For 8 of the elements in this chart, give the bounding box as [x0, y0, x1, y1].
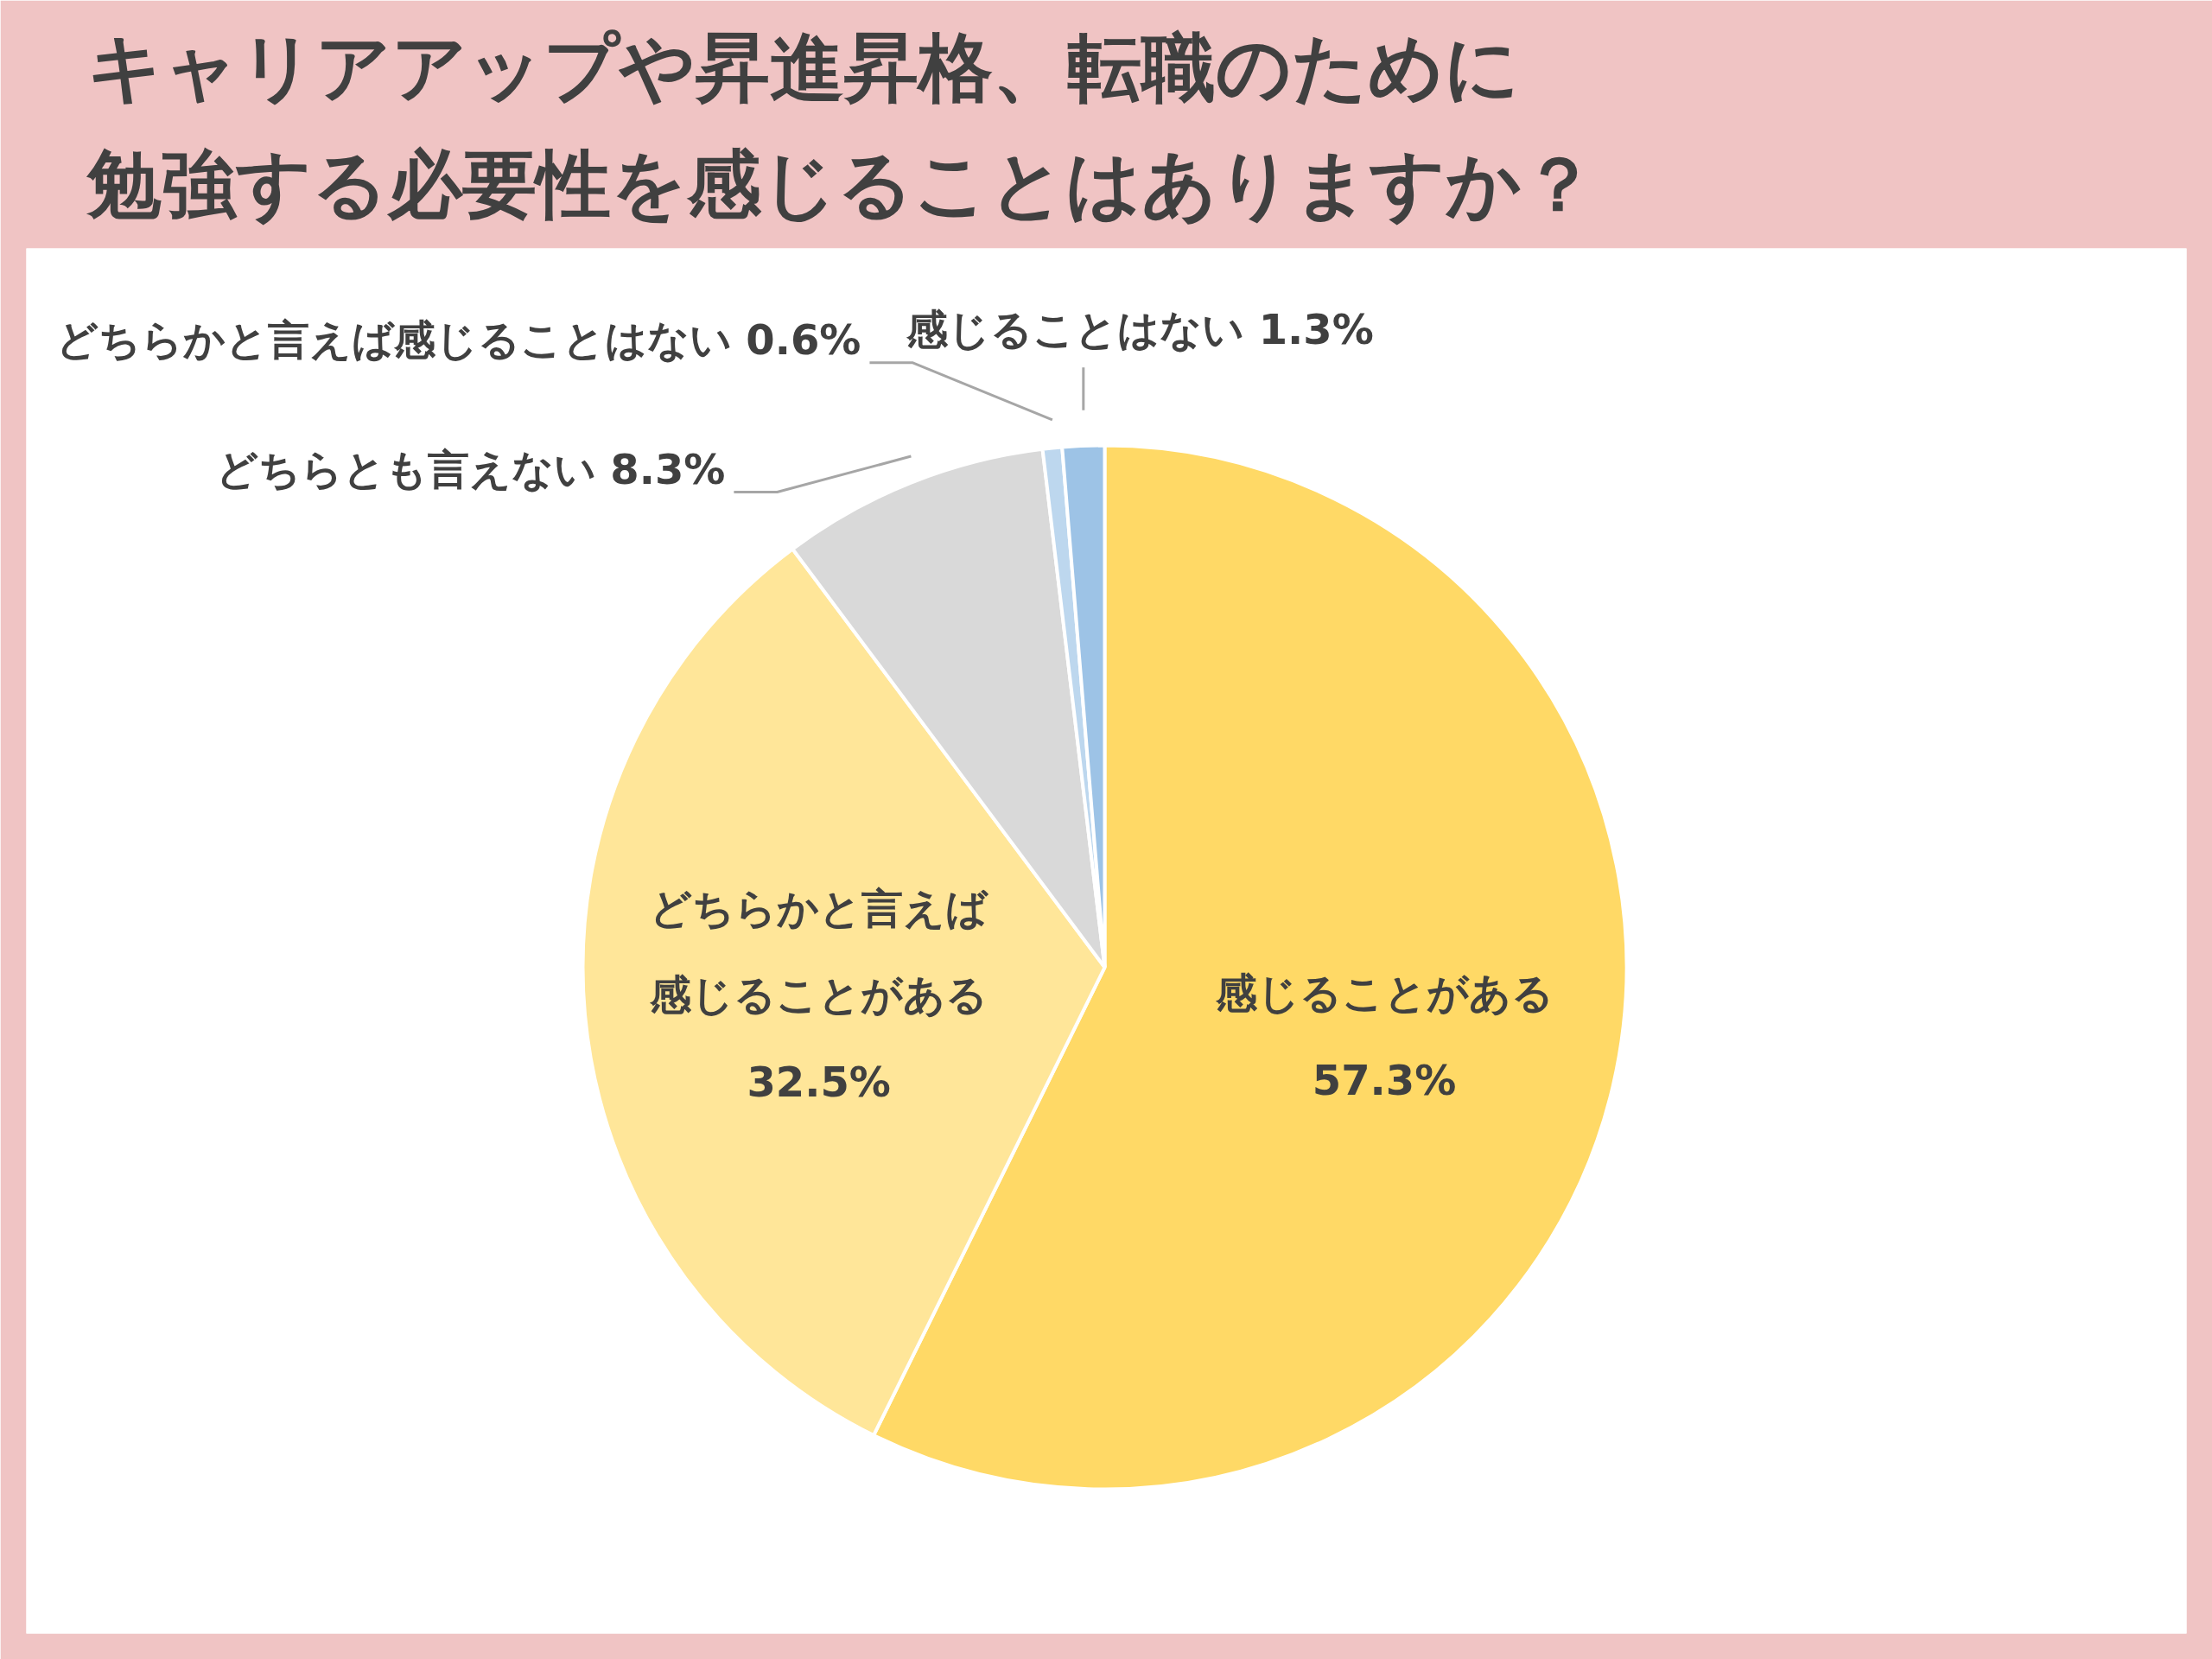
chart-title: キャリアアップや昇進昇格、転職のために勉強する必要性を感じることはありますか？	[85, 23, 1596, 227]
data-label: 57.3%	[1312, 1055, 1457, 1104]
slice-label: どちらかと言えば感じることはない 0.6%	[55, 315, 861, 365]
slice-label: どちらとも言えない 8.3%	[215, 445, 726, 494]
slice-label: どちらかと言えば感じることがある	[649, 883, 990, 1020]
data-label: 32.5%	[747, 1058, 891, 1107]
slice-label: 感じることがある	[1214, 968, 1554, 1017]
slice-label: 感じることはない 1.3%	[905, 304, 1374, 353]
